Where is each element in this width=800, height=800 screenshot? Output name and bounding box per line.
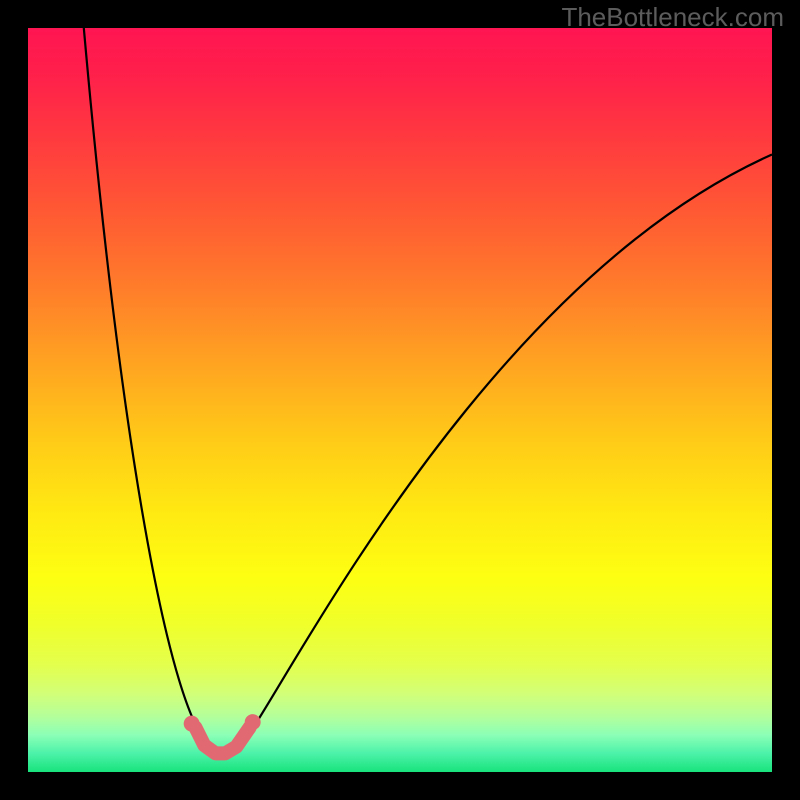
plot-svg <box>0 0 800 800</box>
plot-background <box>28 28 772 772</box>
frame-left <box>0 0 28 800</box>
frame-bottom <box>0 772 800 800</box>
frame-top <box>0 0 800 28</box>
frame-right <box>772 0 800 800</box>
